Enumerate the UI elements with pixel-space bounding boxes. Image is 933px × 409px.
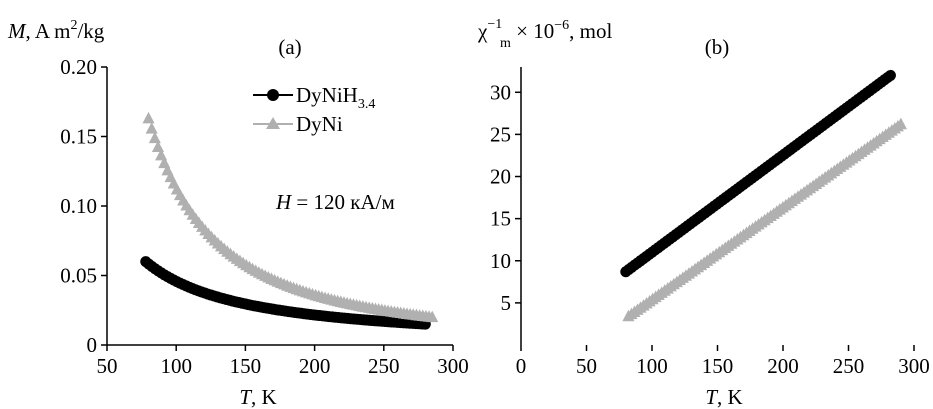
x-tick-label: 200 xyxy=(767,354,799,378)
x-tick-label: 100 xyxy=(160,354,192,378)
annotation-symbol: H xyxy=(275,190,293,214)
x-axis-label-unit: , K xyxy=(717,385,743,409)
legend-label-text: DyNiH xyxy=(296,83,358,107)
y-tick-label: 15 xyxy=(490,207,511,231)
y-axis-label-sup: 2 xyxy=(70,18,77,33)
y-axis-label-unit: , A m xyxy=(26,19,71,43)
x-axis-label-symbol: T xyxy=(705,385,718,409)
x-tick-label: 300 xyxy=(437,354,469,378)
y-axis-label-chi: χ xyxy=(477,19,488,43)
y-axis-label-tail: /kg xyxy=(77,19,104,43)
y-tick-label: 20 xyxy=(490,165,511,189)
y-tick-label: 25 xyxy=(490,122,511,146)
y-axis-label-symbol: M xyxy=(7,19,27,43)
y-tick-label: 10 xyxy=(490,249,511,273)
y-axis-label-mult: × 10 xyxy=(511,19,554,43)
annotation-value: = 120 кА/м xyxy=(291,190,395,214)
legend-label-sub: 3.4 xyxy=(358,97,376,112)
y-axis-label-sup: −1 xyxy=(487,17,502,32)
panel-b: 0 50 100 150 200 250 300 5 10 15 20 25 30 (b) T, K χ−1 m… xyxy=(477,17,930,409)
series-dynih xyxy=(620,69,896,278)
x-tick-label: 200 xyxy=(299,354,331,378)
y-tick-label: 0.05 xyxy=(60,264,97,288)
x-axis-label: T, K xyxy=(705,385,742,409)
legend-label: DyNi xyxy=(296,112,343,136)
data-point xyxy=(426,310,439,323)
legend-marker xyxy=(267,89,279,101)
y-tick-label: 0.20 xyxy=(60,55,97,79)
panel-a: 50 100 150 200 250 30000.050.100.150.20(a)T, … xyxy=(7,18,469,409)
y-axis-label: M, A m2/kg xyxy=(7,18,105,43)
data-point xyxy=(145,122,158,134)
series-dyni xyxy=(142,111,439,323)
x-tick-label: 250 xyxy=(833,354,865,378)
panel-label: (a) xyxy=(278,35,301,59)
x-tick-label: 150 xyxy=(702,354,734,378)
legend-label-text: DyNi xyxy=(296,112,343,136)
data-point xyxy=(894,117,907,130)
legend-marker xyxy=(266,117,280,129)
y-axis-label: χ−1 m × 10−6, mol xyxy=(477,17,612,51)
x-tick-label: 250 xyxy=(368,354,400,378)
series-dyni xyxy=(622,117,907,322)
x-axis-label-unit: , K xyxy=(251,385,277,409)
y-axis-label-exp: −6 xyxy=(554,18,569,33)
y-axis-label-sub: m xyxy=(500,36,511,51)
x-tick-label: 50 xyxy=(97,354,118,378)
panel-label: (b) xyxy=(705,35,730,59)
x-tick-label: 150 xyxy=(230,354,262,378)
y-tick-label: 5 xyxy=(501,291,512,315)
y-axis-label-tail: , mol xyxy=(569,19,612,43)
y-tick-label: 0.15 xyxy=(60,125,97,149)
data-point xyxy=(148,131,161,144)
x-tick-label: 100 xyxy=(636,354,668,378)
x-axis-label-symbol: T xyxy=(239,385,252,409)
legend-label: DyNiH3.4 xyxy=(296,83,375,112)
y-tick-label: 30 xyxy=(490,80,511,104)
y-tick-label: 0.10 xyxy=(60,194,97,218)
x-tick-label: 0 xyxy=(516,354,527,378)
y-tick-label: 0 xyxy=(87,333,98,357)
x-tick-label: 50 xyxy=(576,354,597,378)
data-point xyxy=(884,69,896,81)
x-axis-label: T, K xyxy=(239,385,276,409)
field-annotation: H = 120 кА/м xyxy=(275,190,395,214)
series-dynih xyxy=(140,256,431,330)
x-tick-label: 300 xyxy=(898,354,930,378)
data-point xyxy=(142,111,155,124)
